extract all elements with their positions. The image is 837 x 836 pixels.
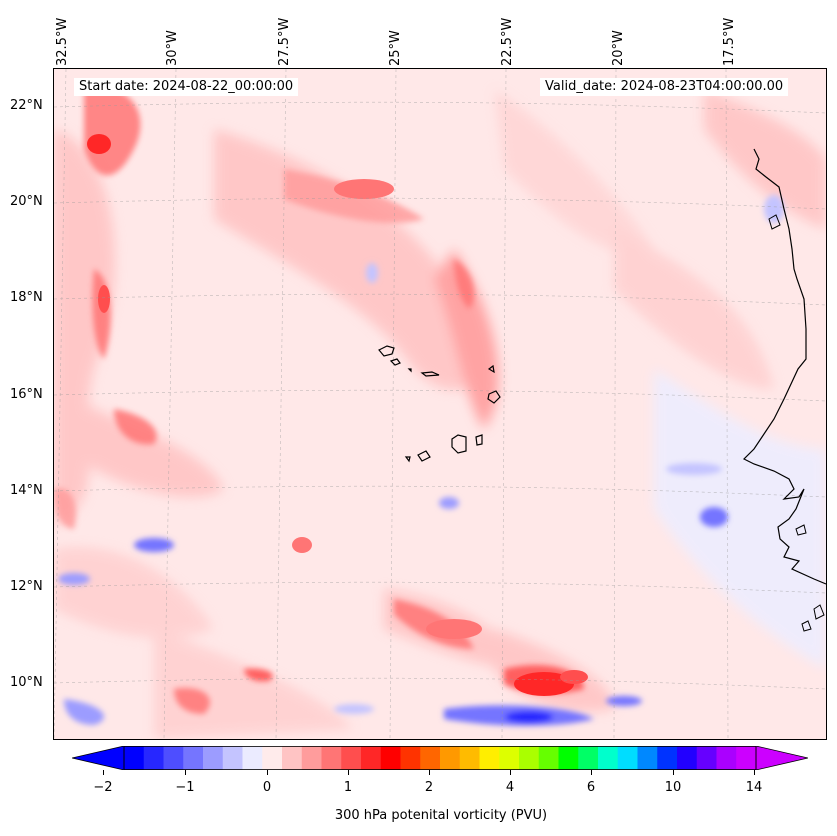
cb-tick-label-m2: −2 [93, 780, 113, 795]
colorbar-cell [341, 746, 362, 770]
pv-field-map [54, 69, 826, 739]
cb-tickmark-m1 [185, 770, 186, 775]
cape-verde-islands [378, 345, 501, 463]
colorbar-cell [677, 746, 698, 770]
pv-map-panel [53, 68, 827, 740]
graticule-lines [54, 69, 826, 739]
cb-tickmark-m2 [103, 770, 104, 775]
colorbar-cell [321, 746, 342, 770]
africa-coastline [742, 148, 826, 585]
colorbar-outline [123, 746, 757, 770]
colorbar-cell [163, 746, 184, 770]
colorbar-cell [143, 746, 165, 770]
cb-tick-label-1: 1 [343, 780, 353, 795]
colorbar-cell [222, 746, 244, 770]
lat-label-16n: 16°N [10, 387, 43, 402]
lat-label-18n: 18°N [10, 290, 43, 305]
cb-tick-label-6: 6 [586, 780, 596, 795]
colorbar-cell [696, 746, 718, 770]
cb-tick-label-0: 0 [262, 780, 272, 795]
colorbar-cell [617, 746, 639, 770]
colorbar-cell [282, 746, 303, 770]
cb-tickmark-14 [754, 770, 755, 775]
lon-label-25w: 25°W [388, 30, 403, 66]
colorbar-cell [519, 746, 540, 770]
colorbar-cell [301, 746, 323, 770]
colorbar-cell [716, 746, 737, 770]
cb-tickmark-6 [591, 770, 592, 775]
colorbar-cell [637, 746, 658, 770]
colorbar-cell [361, 746, 382, 770]
colorbar-cell [440, 746, 461, 770]
colorbar-cell [479, 746, 500, 770]
lat-label-22n: 22°N [10, 98, 43, 113]
colorbar-cell [657, 746, 678, 770]
colorbar-cell [380, 746, 402, 770]
cb-tick-label-10: 10 [664, 780, 682, 795]
colorbar-cell [459, 746, 481, 770]
colorbar-label: 300 hPa potenital vorticity (PVU) [334, 808, 548, 823]
colorbar-cell [183, 746, 204, 770]
lon-label-17-5w: 17.5°W [722, 17, 737, 66]
colorbar-cell [262, 746, 283, 770]
cb-tick-label-m1: −1 [175, 780, 195, 795]
colorbar [72, 746, 808, 770]
lon-label-30w: 30°W [165, 30, 180, 66]
valid-date-label: Valid_date: 2024-08-23T04:00:00.00 [540, 78, 789, 96]
coastal-islands [768, 214, 825, 632]
lat-label-14n: 14°N [10, 483, 43, 498]
colorbar-cell [499, 746, 520, 770]
colorbar-cell [124, 746, 145, 770]
colorbar-cell [538, 746, 560, 770]
colorbar-cell [736, 746, 757, 770]
cb-tick-label-14: 14 [745, 780, 763, 795]
colorbar-cell [598, 746, 619, 770]
colorbar-cell [578, 746, 599, 770]
cb-tickmark-1 [348, 770, 349, 775]
pv-contour-fill-light [54, 89, 826, 739]
colorbar-cell [242, 746, 263, 770]
colorbar-cell [420, 746, 441, 770]
start-date-label: Start date: 2024-08-22_00:00:00 [74, 78, 299, 96]
lon-label-32-5w: 32.5°W [55, 17, 70, 66]
lon-label-27-5w: 27.5°W [277, 17, 292, 66]
colorbar-extend-high [755, 746, 808, 770]
colorbar-cell [400, 746, 421, 770]
colorbar-cell [558, 746, 579, 770]
colorbar-cell [203, 746, 224, 770]
cb-tickmark-4 [510, 770, 511, 775]
cb-tick-label-2: 2 [424, 780, 434, 795]
colorbar-cells [124, 746, 757, 770]
lat-label-12n: 12°N [10, 579, 43, 594]
lon-label-22-5w: 22.5°W [500, 17, 515, 66]
cb-tickmark-10 [673, 770, 674, 775]
colorbar-extend-low [72, 746, 125, 770]
lat-label-10n: 10°N [10, 675, 43, 690]
cb-tickmark-2 [429, 770, 430, 775]
cb-tickmark-0 [267, 770, 268, 775]
cb-tick-label-4: 4 [505, 780, 515, 795]
pv-contour-fill-negative [58, 195, 784, 726]
lat-label-20n: 20°N [10, 194, 43, 209]
lon-label-20w: 20°W [611, 30, 626, 66]
pv-contour-fill-strong [87, 134, 588, 696]
